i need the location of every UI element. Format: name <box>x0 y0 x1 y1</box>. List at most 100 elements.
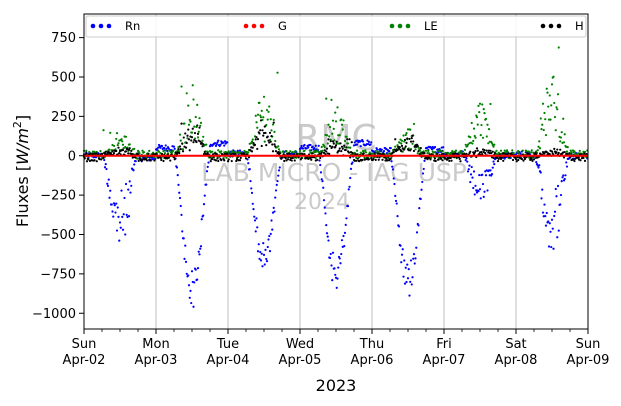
rn-point <box>196 278 199 281</box>
rn-point <box>353 141 356 144</box>
rn-point <box>553 214 556 218</box>
le-point <box>553 101 556 105</box>
rn-point <box>342 234 345 238</box>
rn-point <box>392 177 395 180</box>
h-point <box>274 150 278 153</box>
h-point <box>455 156 458 159</box>
le-point <box>334 111 337 114</box>
rn-point <box>114 211 117 214</box>
le-point <box>112 144 116 148</box>
h-point <box>180 122 183 125</box>
le-point <box>487 142 490 145</box>
x-tick-label-day: Sat <box>505 337 526 352</box>
rn-point <box>540 197 543 200</box>
legend-item-rn: Rn <box>90 19 140 33</box>
rn-point <box>251 202 254 205</box>
h-point <box>266 135 269 138</box>
h-point <box>253 143 257 146</box>
rn-point <box>397 225 401 228</box>
h-point <box>121 148 125 152</box>
le-point <box>262 116 265 119</box>
h-point <box>190 136 194 139</box>
h-point <box>262 134 265 137</box>
le-point <box>466 143 470 146</box>
h-point <box>484 152 487 155</box>
rn-point <box>402 275 405 278</box>
h-point <box>127 148 131 152</box>
rn-point <box>189 289 192 292</box>
h-point <box>469 150 472 153</box>
h-point <box>372 157 375 161</box>
rn-point <box>275 183 278 186</box>
h-point <box>496 159 500 163</box>
le-point <box>181 148 185 151</box>
rn-point <box>311 145 314 148</box>
rn-point <box>319 171 323 174</box>
h-point <box>497 157 500 161</box>
h-point <box>412 149 416 153</box>
h-point <box>480 150 483 154</box>
le-point <box>482 108 485 111</box>
rn-point <box>270 219 273 222</box>
rn-point <box>413 262 416 265</box>
h-point <box>376 152 380 155</box>
h-point <box>214 159 218 162</box>
le-point <box>374 150 377 153</box>
h-point <box>198 126 201 129</box>
le-point <box>345 135 348 138</box>
le-point <box>332 127 335 130</box>
le-point <box>321 149 324 152</box>
rn-point <box>550 245 553 249</box>
le-point <box>220 150 223 153</box>
h-point <box>199 140 202 143</box>
h-point <box>344 148 347 152</box>
h-point <box>193 131 197 135</box>
le-point <box>363 156 366 159</box>
rn-point <box>219 143 222 146</box>
rn-point <box>322 199 326 202</box>
h-point <box>288 152 291 155</box>
rn-point <box>489 169 492 172</box>
h-point <box>195 140 198 144</box>
le-point <box>163 152 167 155</box>
h-point <box>256 147 259 151</box>
rn-point <box>415 246 418 249</box>
rn-point <box>409 280 412 283</box>
le-point <box>121 140 124 143</box>
rn-point <box>215 143 218 146</box>
h-point <box>220 159 223 162</box>
rn-point <box>321 179 324 183</box>
le-point <box>115 137 118 141</box>
le-point <box>148 149 151 152</box>
le-point <box>340 118 343 121</box>
y-axis-title-unit-w: W <box>13 148 32 165</box>
rn-point <box>182 237 185 240</box>
h-point <box>409 149 412 152</box>
rn-point <box>134 160 137 163</box>
le-point <box>565 150 569 153</box>
rn-point <box>319 163 322 167</box>
x-axis: SunApr-02MonApr-03TueApr-04WedApr-05ThuA… <box>63 329 609 368</box>
rn-point <box>133 163 136 166</box>
h-point <box>286 152 289 155</box>
h-point <box>178 145 182 148</box>
y-tick-label: 250 <box>51 110 76 125</box>
rn-point <box>238 149 242 152</box>
h-point <box>573 159 576 163</box>
h-point <box>217 159 220 163</box>
y-tick-label: −1000 <box>32 307 76 322</box>
legend-marker <box>106 23 112 29</box>
h-point <box>548 152 551 156</box>
le-point <box>335 142 338 145</box>
h-point <box>269 140 272 143</box>
rn-point <box>395 202 398 205</box>
x-axis-title: 2023 <box>316 376 357 395</box>
le-point <box>471 142 474 145</box>
x-tick-label-day: Sun <box>576 337 601 352</box>
rn-point <box>325 232 329 235</box>
y-tick-label: 500 <box>51 71 76 86</box>
le-point <box>162 150 165 153</box>
h-point <box>261 129 264 132</box>
h-point <box>285 159 288 162</box>
h-point <box>145 159 149 162</box>
